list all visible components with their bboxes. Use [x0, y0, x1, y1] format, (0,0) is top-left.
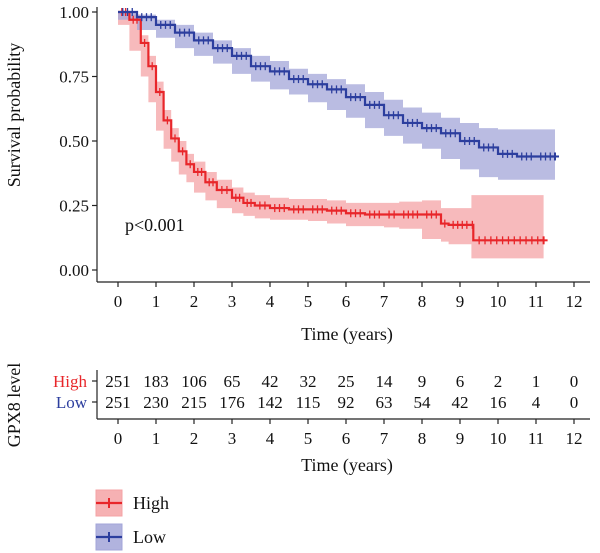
x-tick-label: 3	[228, 292, 237, 311]
risk-count: 92	[338, 393, 355, 412]
x-tick-label: 0	[114, 292, 123, 311]
x-tick-label: 5	[304, 292, 313, 311]
risk-x-tick-label: 0	[114, 429, 123, 448]
plot-area: 0.000.250.500.751.000 1 2 3 4 5 6 7 8 9 10 11 12	[59, 3, 590, 311]
risk-x-tick-label: 5	[304, 429, 313, 448]
risk-row-label: High	[53, 372, 88, 391]
y-tick-label: 0.75	[59, 68, 89, 87]
legend-label-low: Low	[133, 527, 166, 547]
risk-x-tick-label: 7	[380, 429, 389, 448]
risk-count: 0	[570, 372, 579, 391]
risk-count: 215	[181, 393, 207, 412]
risk-count: 54	[414, 393, 432, 412]
legend-label-high: High	[133, 493, 169, 513]
risk-count: 32	[300, 372, 317, 391]
risk-count: 16	[490, 393, 507, 412]
risk-count: 65	[224, 372, 241, 391]
x-tick-label: 6	[342, 292, 351, 311]
legend: High Low	[95, 489, 169, 551]
risk-x-tick-label: 6	[342, 429, 351, 448]
risk-count: 0	[570, 393, 579, 412]
risk-count: 4	[532, 393, 541, 412]
risk-count: 6	[456, 372, 465, 391]
x-tick-label: 12	[566, 292, 583, 311]
risk-count: 2	[494, 372, 503, 391]
y-tick-label: 1.00	[59, 3, 89, 22]
risk-x-tick-label: 1	[152, 429, 161, 448]
x-tick-label: 4	[266, 292, 275, 311]
risk-row-label: Low	[56, 393, 88, 412]
risk-count: 106	[181, 372, 207, 391]
risk-x-tick-label: 8	[418, 429, 427, 448]
risk-x-tick-label: 11	[528, 429, 544, 448]
x-tick-label: 7	[380, 292, 389, 311]
curve-high	[118, 10, 544, 242]
p-value-annotation: p<0.001	[125, 215, 185, 235]
risk-x-tick-label: 12	[566, 429, 583, 448]
risk-count: 230	[143, 393, 169, 412]
risk-x-tick-label: 3	[228, 429, 237, 448]
x-axis-title: Time (years)	[301, 324, 393, 345]
x-tick-label: 1	[152, 292, 161, 311]
risk-count: 9	[418, 372, 427, 391]
y-tick-label: 0.25	[59, 197, 89, 216]
risk-count: 251	[105, 393, 131, 412]
risk-count: 251	[105, 372, 131, 391]
risk-count: 42	[452, 393, 469, 412]
x-tick-label: 8	[418, 292, 427, 311]
risk-count: 42	[262, 372, 279, 391]
x-tick-label: 11	[528, 292, 544, 311]
risk-count: 115	[296, 393, 321, 412]
risk-count: 14	[376, 372, 394, 391]
risk-count: 25	[338, 372, 355, 391]
risk-count: 176	[219, 393, 245, 412]
risk-x-tick-label: 2	[190, 429, 199, 448]
y-tick-label: 0.00	[59, 261, 89, 280]
risk-table-title: GPX8 level	[4, 363, 24, 448]
x-tick-label: 2	[190, 292, 199, 311]
curve-low	[118, 10, 555, 158]
risk-x-tick-label: 9	[456, 429, 465, 448]
risk-count: 63	[376, 393, 393, 412]
risk-x-tick-label: 10	[490, 429, 507, 448]
band-low	[118, 12, 555, 180]
x-tick-label: 10	[490, 292, 507, 311]
risk-count: 1	[532, 372, 541, 391]
band-high	[118, 12, 544, 259]
x-tick-label: 9	[456, 292, 465, 311]
risk-count: 183	[143, 372, 169, 391]
y-tick-label: 0.50	[59, 132, 89, 151]
risk-table-x-axis-title: Time (years)	[301, 455, 393, 476]
y-axis-title: Survival probability	[4, 43, 24, 187]
risk-x-tick-label: 4	[266, 429, 275, 448]
risk-count: 142	[257, 393, 283, 412]
